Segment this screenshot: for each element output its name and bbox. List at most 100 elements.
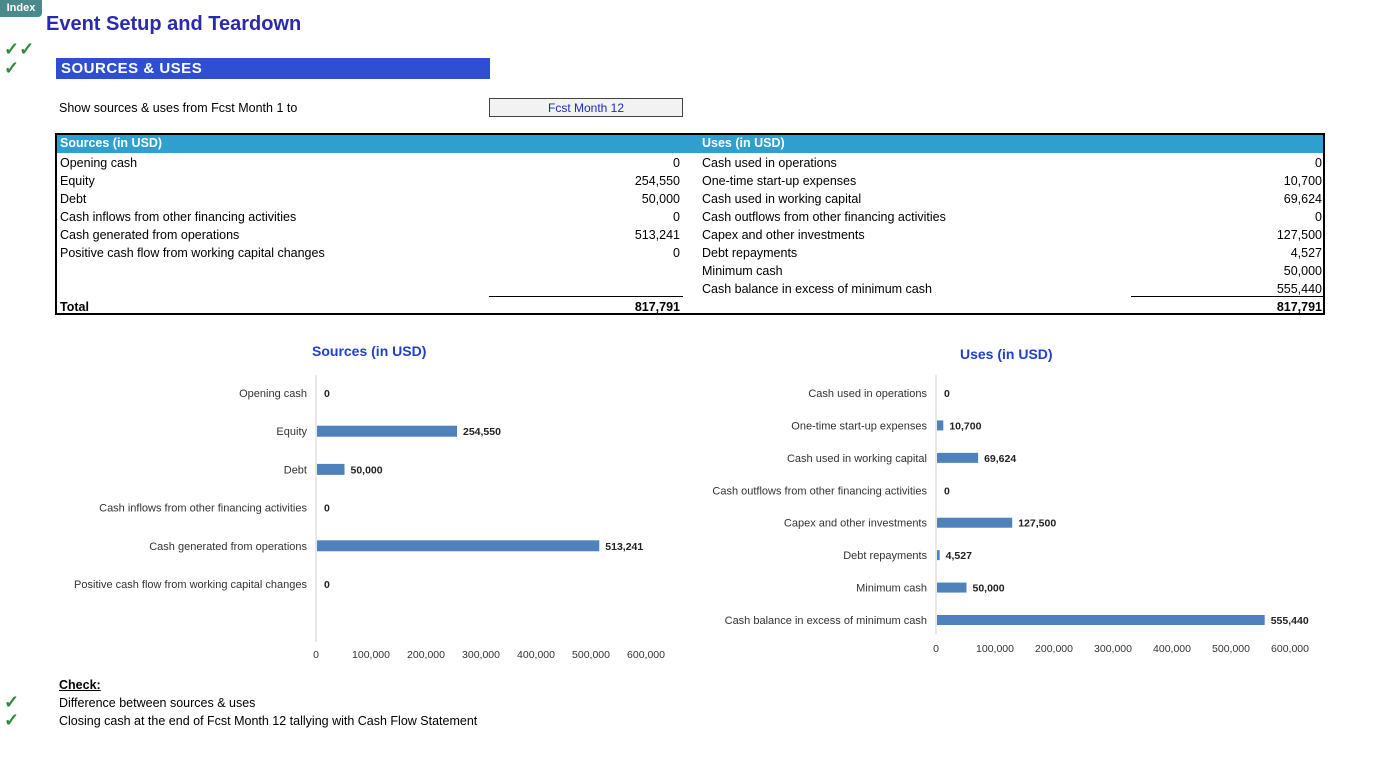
use-label: One-time start-up expenses [702, 174, 857, 188]
check-icon: ✓ [4, 692, 20, 712]
total-label: Total [60, 300, 89, 314]
category-label: Cash used in operations [808, 388, 927, 400]
tick-label: 600,000 [627, 649, 665, 661]
bar [937, 517, 1013, 528]
source-value: 0 [673, 210, 680, 224]
use-value: 4,527 [1290, 246, 1322, 260]
use-value: 69,624 [1283, 192, 1322, 206]
total-divider [489, 296, 683, 297]
use-label: Capex and other investments [702, 228, 865, 242]
tick-label: 100,000 [976, 643, 1014, 655]
tick-label: 0 [933, 643, 939, 655]
bar [937, 582, 967, 593]
tick-label: 100,000 [352, 649, 390, 661]
tick-label: 400,000 [517, 649, 555, 661]
table-row: Cash outflows from other financing activ… [702, 208, 1322, 226]
data-label: 50,000 [973, 583, 1005, 595]
category-label: Cash outflows from other financing activ… [712, 485, 927, 497]
category-label: One-time start-up expenses [791, 420, 927, 432]
tick-label: 300,000 [1094, 643, 1132, 655]
category-label: Cash generated from operations [149, 541, 307, 553]
table-row: Cash balance in excess of minimum cash 5… [702, 280, 1322, 298]
category-label: Cash inflows from other financing activi… [99, 503, 307, 515]
source-value: 0 [673, 156, 680, 170]
data-label: 10,700 [949, 420, 981, 432]
use-label: Cash balance in excess of minimum cash [702, 282, 932, 296]
use-label: Debt repayments [702, 246, 798, 260]
table-row: Debt repayments 4,527 [702, 244, 1322, 262]
category-label: Equity [276, 426, 307, 438]
data-label: 0 [324, 579, 330, 591]
tick-label: 0 [313, 649, 319, 661]
bar [937, 452, 979, 463]
uses-header: Uses (in USD) [702, 136, 785, 150]
use-label: Cash used in working capital [702, 192, 862, 206]
data-label: 0 [944, 485, 950, 497]
section-header: SOURCES & USES [56, 58, 490, 79]
sources-header: Sources (in USD) [60, 136, 163, 150]
bar [317, 540, 600, 552]
uses-bar-chart: Cash used in operations 0 One-time start-u… [712, 375, 1309, 655]
category-label: Debt repayments [843, 550, 927, 562]
use-value: 0 [1315, 210, 1322, 224]
source-value: 254,550 [634, 174, 680, 188]
source-label: Equity [60, 174, 95, 188]
data-label: 127,500 [1018, 518, 1056, 530]
source-label: Positive cash flow from working capital … [60, 246, 325, 260]
check-icon: ✓ [4, 58, 20, 78]
index-tab[interactable]: Index [0, 0, 42, 17]
data-label: 0 [324, 388, 330, 400]
tick-label: 200,000 [407, 649, 445, 661]
tick-label: 500,000 [572, 649, 610, 661]
check-title: Check: [59, 678, 101, 692]
tick-label: 400,000 [1153, 643, 1191, 655]
category-label: Cash used in working capital [787, 453, 927, 465]
table-row: Cash used in operations 0 [702, 154, 1322, 172]
data-label: 0 [944, 388, 950, 400]
category-label: Minimum cash [856, 583, 927, 595]
table-row: Cash generated from operations 513,241 [60, 226, 680, 244]
source-value: 0 [673, 246, 680, 260]
table-row: Cash used in working capital 69,624 [702, 190, 1322, 208]
use-value: 50,000 [1283, 264, 1322, 278]
source-value: 50,000 [641, 192, 680, 206]
check-item-label: Difference between sources & uses [59, 696, 256, 710]
bar [317, 463, 345, 475]
tick-label: 500,000 [1212, 643, 1250, 655]
total-divider [1131, 296, 1325, 297]
bar [937, 550, 940, 561]
category-label: Capex and other investments [784, 518, 928, 530]
uses-chart-title: Uses (in USD) [960, 346, 1053, 362]
source-label: Cash generated from operations [60, 228, 240, 242]
data-label: 4,527 [946, 550, 972, 562]
data-label: 513,241 [605, 541, 643, 553]
total-row: 817,791 [702, 298, 1322, 316]
use-label: Minimum cash [702, 264, 783, 278]
data-label: 254,550 [463, 426, 501, 438]
source-label: Opening cash [60, 156, 138, 170]
uses-total-value: 817,791 [1276, 300, 1322, 314]
use-value: 127,500 [1276, 228, 1322, 242]
use-value: 10,700 [1283, 174, 1322, 188]
category-label: Opening cash [239, 388, 307, 400]
sources-bar-chart: Opening cash 0 Equity 254,550 Debt 50,000 Cash… [74, 375, 665, 661]
table-header-row [57, 135, 1323, 153]
table-row: Equity 254,550 [60, 172, 680, 190]
double-check-icon: ✓✓ [4, 39, 35, 59]
source-label: Debt [60, 192, 87, 206]
use-label: Cash outflows from other financing activ… [702, 210, 946, 224]
total-row: Total 817,791 [60, 298, 680, 316]
sources-chart-title: Sources (in USD) [312, 343, 427, 359]
source-value: 513,241 [634, 228, 680, 242]
table-row: Minimum cash 50,000 [702, 262, 1322, 280]
sources-total-value: 817,791 [634, 300, 680, 314]
period-selector[interactable]: Fcst Month 12 [489, 98, 683, 117]
use-label: Cash used in operations [702, 156, 837, 170]
data-label: 69,624 [984, 453, 1016, 465]
check-icon: ✓ [4, 710, 20, 730]
table-row: Debt 50,000 [60, 190, 680, 208]
use-value: 0 [1315, 156, 1322, 170]
data-label: 0 [324, 503, 330, 515]
sources-uses-table: Sources (in USD) Uses (in USD) Opening c… [55, 133, 1325, 315]
check-item-label: Closing cash at the end of Fcst Month 12… [59, 714, 478, 728]
